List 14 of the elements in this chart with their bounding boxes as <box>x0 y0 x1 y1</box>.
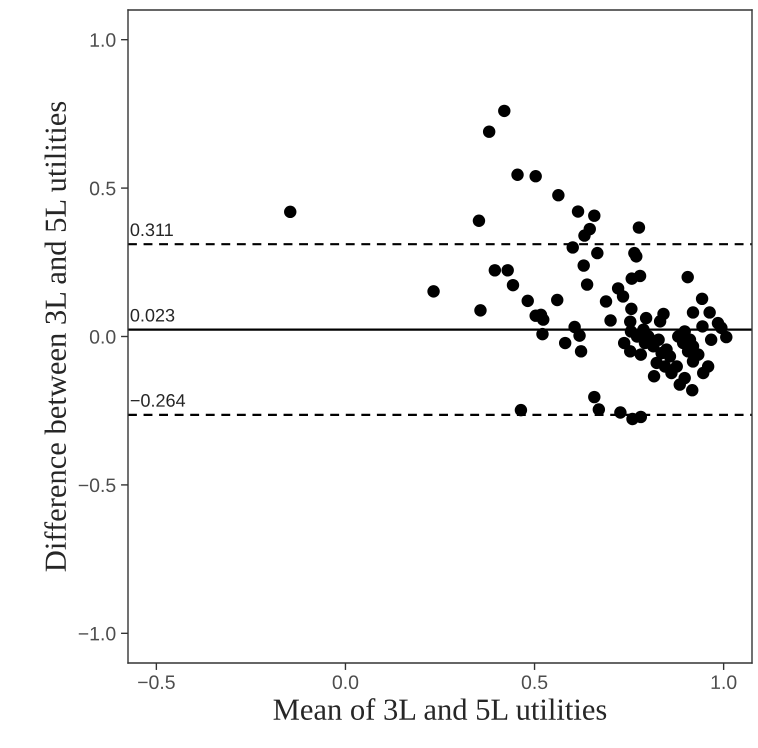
ref-line-label: −0.264 <box>130 394 186 407</box>
x-tick-label: −0.5 <box>138 675 175 690</box>
x-tick-label: 0.5 <box>522 675 548 690</box>
ref-line-label: 0.311 <box>130 223 173 236</box>
x-tick-label: 1.0 <box>712 675 736 690</box>
y-tick-label: 0.0 <box>90 330 116 344</box>
y-tick-label: −1.0 <box>78 626 116 641</box>
y-tick-label: 1.0 <box>90 33 116 47</box>
y-axis-title: Difference between 3L and 5L utilities <box>44 102 66 572</box>
x-tick-label: 0.0 <box>332 675 358 690</box>
y-tick-label: −0.5 <box>78 478 116 492</box>
ref-line-label: 0.023 <box>130 308 174 322</box>
y-tick-label: 0.5 <box>90 182 116 196</box>
x-axis-title: Mean of 3L and 5L utilities <box>274 698 606 720</box>
